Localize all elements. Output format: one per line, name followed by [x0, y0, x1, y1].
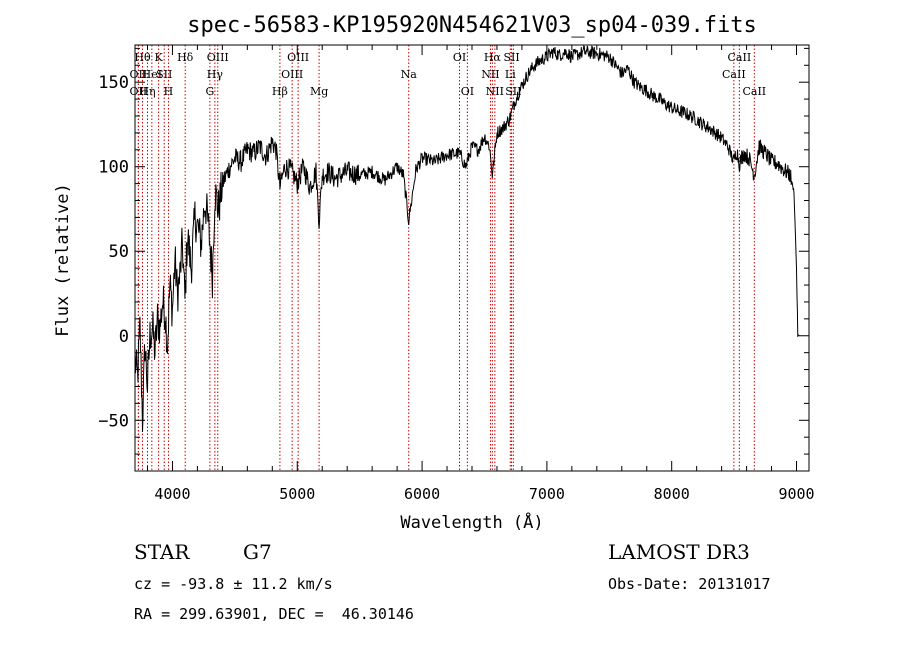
flux-line: [134, 45, 800, 433]
line-marker-label: OIII: [287, 51, 309, 64]
line-marker-label: CaII: [742, 85, 766, 98]
redshift-value: cz = -93.8 ± 11.2 km/s: [134, 575, 333, 593]
line-marker-label: K: [154, 51, 163, 64]
line-marker-label: SII: [503, 51, 519, 64]
spectral-line-labels: OII OII Hθ Hη HeI K SII H Hδ G Hγ OIII Hβ OIII OIII Mg N…: [130, 51, 767, 98]
survey-name: LAMOST DR3: [608, 540, 750, 564]
line-marker-label: Hθ: [134, 51, 151, 64]
x-tick-label: 7000: [529, 485, 565, 503]
object-class: STAR: [134, 540, 190, 564]
y-tick-label: 150: [98, 73, 129, 93]
line-marker-label: Hα: [484, 51, 502, 64]
line-marker-label: OIII: [207, 51, 229, 64]
chart-title: spec-56583-KP195920N454621V03_sp04-039.f…: [187, 13, 757, 38]
line-marker-label: Mg: [310, 85, 328, 98]
line-marker-label: Li: [505, 68, 516, 81]
y-tick-label: 100: [98, 158, 129, 178]
line-marker-label: SII: [156, 68, 172, 81]
line-marker-label: OIII: [281, 68, 303, 81]
line-marker-label: OI: [453, 51, 466, 64]
plot-frame: [134, 44, 810, 472]
line-marker-label: NII: [481, 68, 499, 81]
line-marker-label: CaII: [728, 51, 752, 64]
line-marker-label: G: [205, 85, 214, 98]
y-axis-label: Flux (relative): [53, 183, 73, 337]
x-tick-label: 5000: [279, 485, 315, 503]
x-tick-label: 4000: [154, 485, 190, 503]
y-tick-label: −50: [98, 411, 129, 431]
x-tick-label: 8000: [654, 485, 690, 503]
line-marker-label: CaII: [722, 68, 746, 81]
line-marker-label: Hδ: [177, 51, 194, 64]
line-marker-label: Na: [401, 68, 418, 81]
coordinates: RA = 299.63901, DEC = 46.30146: [134, 605, 414, 623]
line-marker-label: H: [164, 85, 174, 98]
line-marker-label: OII: [130, 68, 148, 81]
y-tick-label: 0: [119, 327, 129, 347]
x-axis-label: Wavelength (Å): [400, 511, 543, 533]
line-marker-label: OII: [130, 85, 148, 98]
line-marker-label: SII: [505, 85, 521, 98]
flux-series: [134, 45, 800, 433]
line-marker-label: Hγ: [207, 68, 224, 81]
line-marker-label: HeI: [142, 68, 162, 81]
line-marker-label: Hβ: [272, 85, 288, 98]
line-marker-label: OI: [461, 85, 474, 98]
object-subclass: G7: [243, 540, 272, 564]
x-tick-label: 6000: [404, 485, 440, 503]
spectral-line-markers: [137, 45, 755, 471]
line-marker-label: NII: [486, 85, 504, 98]
y-tick-label: 50: [109, 242, 129, 262]
axis-ticks: 4000 5000 6000 7000 8000 9000 −50 0 50 100 150: [98, 45, 815, 503]
observation-date: Obs-Date: 20131017: [608, 575, 771, 593]
line-marker-label: Hη: [139, 85, 155, 98]
x-tick-label: 9000: [778, 485, 814, 503]
